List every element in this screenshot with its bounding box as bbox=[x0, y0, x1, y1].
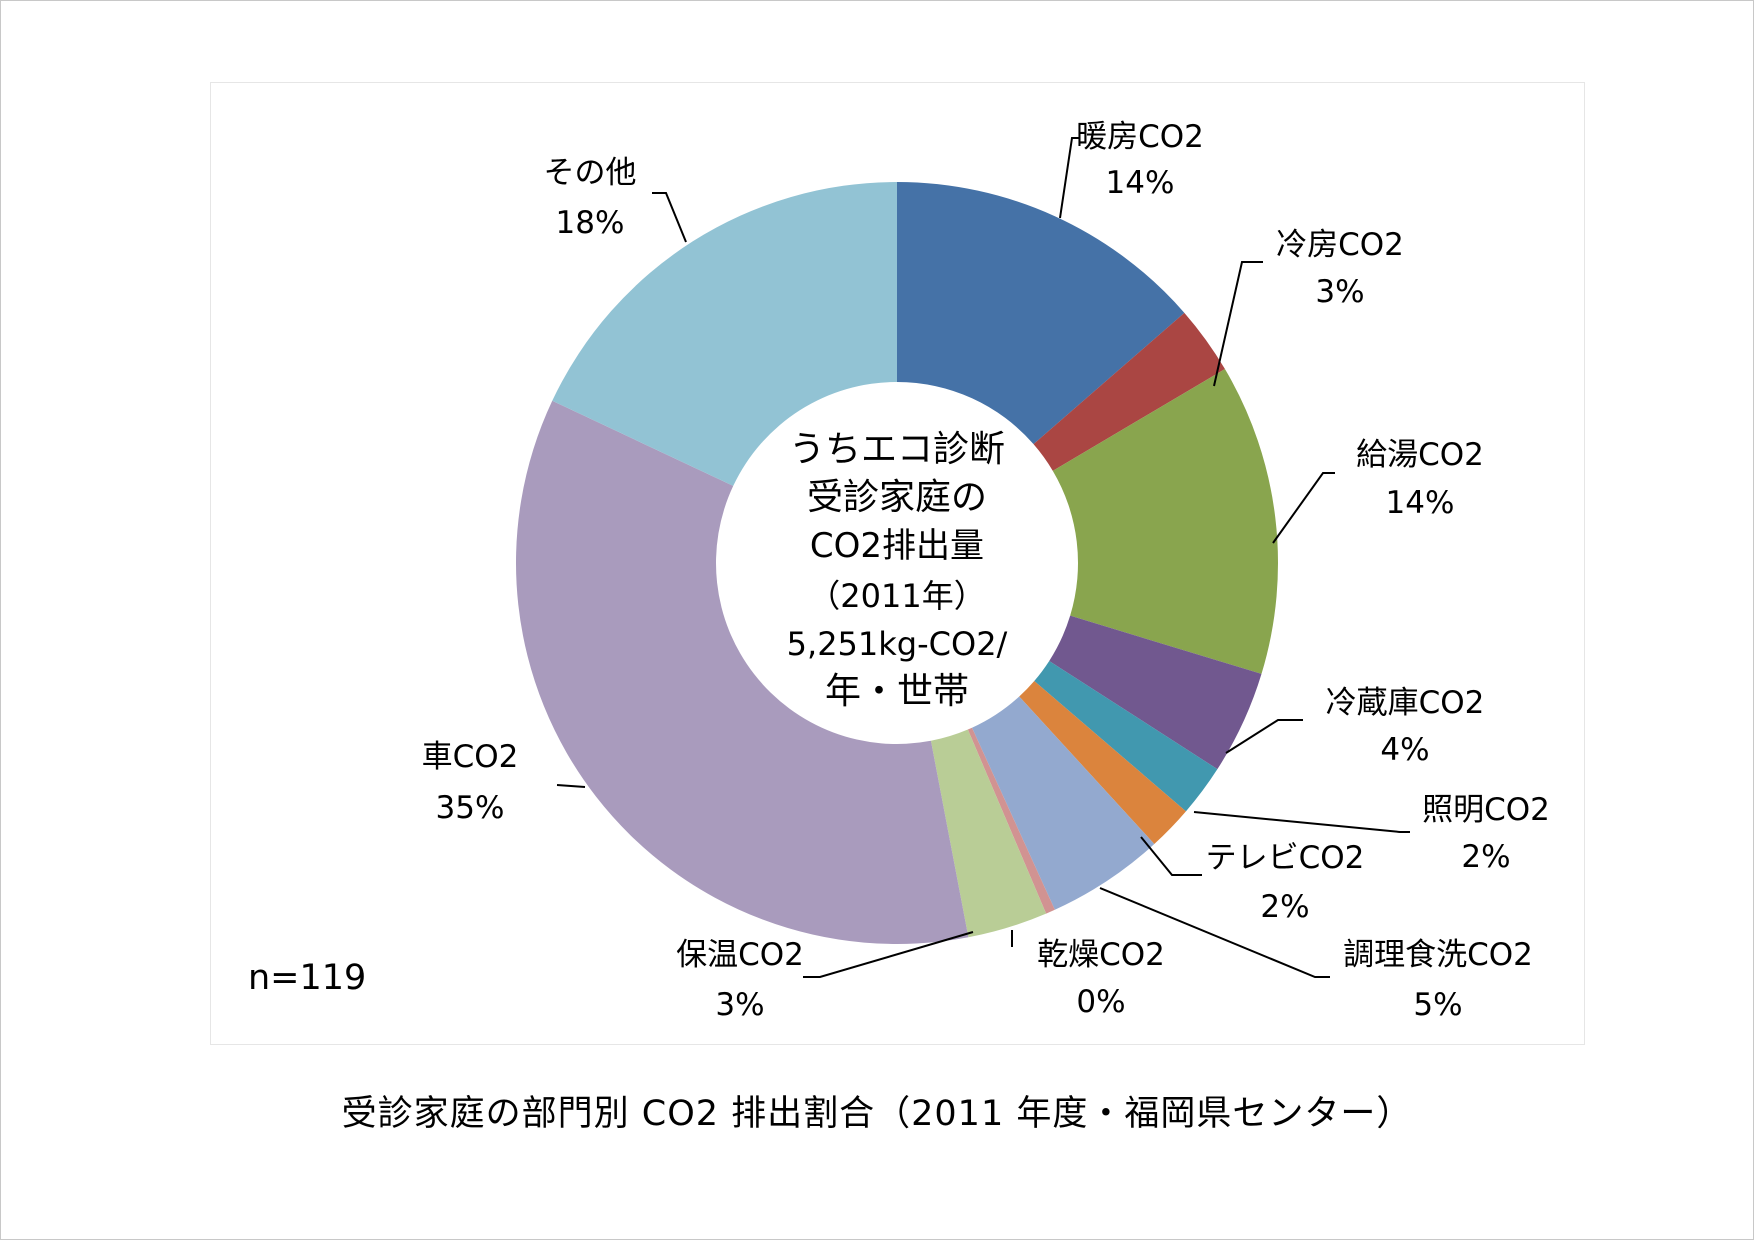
slice-labels: 暖房CO2 14% 冷房CO2 3% 給湯CO2 14% 冷蔵庫CO2 4% 照明CO2 2% テレ… bbox=[422, 119, 1550, 1023]
slice-label-name-11: その他 bbox=[544, 155, 637, 191]
slice-11 bbox=[552, 181, 897, 486]
slice-8 bbox=[967, 727, 1055, 914]
slice-label-value-7: 5% bbox=[1413, 987, 1462, 1023]
slice-label-value-9: 3% bbox=[715, 987, 764, 1023]
slice-label-value-11: 18% bbox=[556, 205, 625, 241]
center-text-line-2: 受診家庭の bbox=[807, 477, 987, 518]
slice-2 bbox=[1033, 312, 1225, 471]
slice-label-value-1: 14% bbox=[1106, 165, 1175, 201]
center-text-line-1: うちエコ診断 bbox=[789, 429, 1005, 470]
center-text-line-6: 年・世帯 bbox=[825, 671, 969, 712]
slice-label-name-5: 照明CO2 bbox=[1422, 792, 1550, 828]
slice-label-name-7: 調理食洗CO2 bbox=[1343, 937, 1533, 973]
slice-9 bbox=[930, 729, 1047, 938]
slice-label-name-2: 冷房CO2 bbox=[1276, 227, 1404, 263]
slice-6 bbox=[1019, 680, 1186, 844]
slice-label-name-6: テレビCO2 bbox=[1206, 840, 1365, 876]
slice-label-name-10: 車CO2 bbox=[422, 739, 519, 775]
center-text-line-5: 5,251kg-CO2/ bbox=[787, 625, 1008, 663]
slice-label-name-3: 給湯CO2 bbox=[1356, 437, 1484, 473]
slice-5 bbox=[1034, 660, 1218, 812]
slice-7 bbox=[972, 696, 1155, 910]
leader-line-3 bbox=[1272, 472, 1335, 544]
slice-label-value-10: 35% bbox=[436, 790, 505, 826]
leader-line-4 bbox=[1225, 719, 1303, 754]
slice-label-value-6: 2% bbox=[1260, 889, 1309, 925]
sample-size-note: n=119 bbox=[248, 958, 367, 998]
slice-label-name-1: 暖房CO2 bbox=[1076, 119, 1204, 155]
leader-lines bbox=[556, 137, 1410, 978]
slice-3 bbox=[1052, 369, 1278, 674]
slice-4 bbox=[1049, 615, 1262, 770]
slice-label-name-8: 乾燥CO2 bbox=[1037, 937, 1165, 973]
slice-label-value-4: 4% bbox=[1380, 732, 1429, 768]
center-text-line-3: CO2排出量 bbox=[810, 526, 984, 566]
plot-area bbox=[210, 82, 1585, 1045]
leader-line-10 bbox=[556, 784, 586, 788]
donut-slices bbox=[515, 181, 1278, 945]
slice-1 bbox=[897, 182, 1185, 445]
leader-line-1 bbox=[1059, 137, 1080, 219]
figure-caption: 受診家庭の部門別 CO2 排出割合（2011 年度・福岡県センター） bbox=[341, 1094, 1413, 1134]
leader-line-7 bbox=[1099, 887, 1330, 978]
slice-label-value-5: 2% bbox=[1461, 839, 1510, 875]
leader-line-9 bbox=[803, 931, 974, 978]
center-text-line-4: （2011年） bbox=[808, 577, 985, 615]
leader-line-5 bbox=[1193, 811, 1410, 833]
slice-label-value-3: 14% bbox=[1386, 485, 1455, 521]
slice-label-name-9: 保温CO2 bbox=[676, 937, 804, 973]
slice-label-value-2: 3% bbox=[1315, 274, 1364, 310]
leader-line-2 bbox=[1213, 261, 1263, 387]
slice-label-value-8: 0% bbox=[1076, 984, 1125, 1020]
leader-line-11 bbox=[652, 192, 687, 243]
slice-label-name-4: 冷蔵庫CO2 bbox=[1326, 685, 1485, 721]
slice-10 bbox=[515, 400, 969, 945]
leader-line-6 bbox=[1140, 836, 1202, 876]
